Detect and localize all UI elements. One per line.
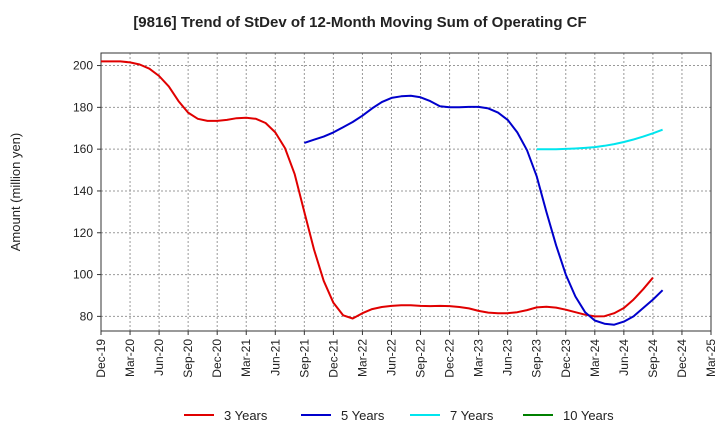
x-tick-label: Dec-20 (210, 339, 224, 378)
legend-label: 10 Years (563, 408, 614, 423)
y-tick-label: 80 (80, 309, 94, 323)
legend: 3 Years 5 Years 7 Years 10 Years (184, 408, 614, 423)
x-tick-label: Jun-22 (384, 339, 398, 376)
plot-area (100, 52, 712, 332)
x-tick-label: Dec-21 (326, 339, 340, 378)
legend-label: 7 Years (450, 408, 494, 423)
grid (100, 53, 712, 331)
y-tick-label: 200 (73, 59, 93, 73)
x-tick-label: Mar-21 (239, 339, 253, 377)
series-line-3-years (101, 60, 654, 320)
y-tick-label: 120 (73, 226, 93, 240)
y-axis: 80 100 120 140 160 180 200 (73, 59, 101, 323)
x-tick-label: Dec-22 (443, 339, 457, 378)
y-tick-label: 160 (73, 142, 93, 156)
chart-title: [9816] Trend of StDev of 12-Month Moving… (133, 14, 587, 31)
series-layer (101, 60, 664, 326)
x-tick-label: Sep-21 (297, 339, 311, 378)
series-line-5-years (303, 94, 664, 326)
x-tick-label: Jun-20 (152, 339, 166, 376)
y-axis-title: Amount (million yen) (8, 133, 23, 252)
x-tick-label: Dec-19 (94, 339, 108, 378)
x-tick-label: Sep-23 (530, 339, 544, 378)
x-tick-label: Sep-22 (414, 339, 428, 378)
y-tick-label: 180 (73, 100, 93, 114)
series-line-7-years (536, 128, 663, 151)
x-tick-label: Mar-25 (704, 339, 718, 377)
x-tick-label: Sep-20 (181, 339, 195, 378)
x-tick-label: Sep-24 (646, 339, 660, 378)
x-tick-label: Mar-24 (588, 339, 602, 377)
x-tick-label: Dec-23 (559, 339, 573, 378)
x-tick-label: Jun-21 (268, 339, 282, 376)
x-axis: Dec-19 Mar-20 Jun-20 Sep-20 Dec-20 Mar-21 Jun-… (94, 331, 718, 378)
legend-label: 3 Years (224, 408, 268, 423)
x-tick-label: Mar-23 (472, 339, 486, 377)
x-tick-label: Jun-23 (501, 339, 515, 376)
x-tick-label: Mar-22 (355, 339, 369, 377)
y-tick-label: 100 (73, 268, 93, 282)
x-tick-label: Jun-24 (617, 339, 631, 376)
x-tick-label: Dec-24 (675, 339, 689, 378)
y-tick-label: 140 (73, 184, 93, 198)
legend-label: 5 Years (341, 408, 385, 423)
x-tick-label: Mar-20 (123, 339, 137, 377)
